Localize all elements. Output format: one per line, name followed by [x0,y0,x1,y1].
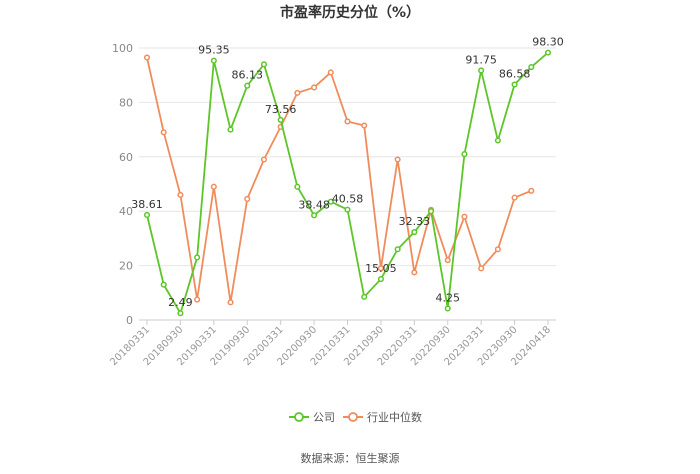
data-point [411,269,418,276]
data-point [194,296,201,303]
data-label: 38.48 [298,198,330,211]
data-point [394,156,401,163]
y-axis-ticks: 0 20 40 60 80 100 [112,42,133,327]
y-tick-label: 40 [119,205,133,218]
data-point [143,54,151,61]
data-label: 86.13 [232,69,264,82]
data-point [177,310,184,317]
data-label: 15.05 [365,262,397,275]
data-point [344,206,351,213]
data-point [143,211,151,219]
data-point [244,82,251,89]
x-axis: 2018033120180930201903312019093020200331… [108,320,553,368]
data-point [444,305,451,312]
legend-item-1[interactable]: 行业中位数 [343,410,422,424]
data-point [511,194,518,201]
data-point [528,63,535,71]
data-point [160,129,167,136]
data-label: 40.58 [332,193,364,206]
data-label: 38.61 [131,198,163,211]
grid-lines [139,47,556,321]
y-tick-label: 60 [119,151,133,164]
data-point [311,84,318,91]
data-point [227,299,234,306]
data-point [377,265,384,272]
data-point [294,89,301,96]
y-tick-label: 80 [119,96,133,109]
series-line-0 [146,51,549,315]
data-point [210,57,217,64]
data-point [361,293,368,300]
legend-marker [348,412,358,422]
data-label: 2.49 [168,296,193,309]
data-point [327,69,334,76]
data-point [511,81,518,88]
data-point [461,213,468,220]
data-point [260,156,268,163]
data-point [427,208,435,215]
legend-marker [294,412,304,422]
data-point [494,137,501,144]
legend-item-0[interactable]: 公司 [289,411,335,424]
data-label: 98.30 [532,36,564,49]
data-label: 91.75 [465,53,497,66]
y-tick-label: 0 [126,314,133,327]
data-point [311,212,318,219]
legend-label: 公司 [313,411,335,424]
source-note: 数据来源：恒生聚源 [301,451,400,465]
data-point [478,67,485,74]
y-tick-label: 100 [112,42,133,55]
data-point [277,116,284,123]
legend[interactable]: 公司 行业中位数 [289,410,422,424]
data-point [210,183,217,190]
data-label: 95.35 [198,44,230,57]
data-label: 86.58 [499,68,531,81]
data-point [177,191,184,198]
data-label: 32.33 [399,215,431,228]
data-point [294,183,301,190]
data-point [344,118,351,125]
data-point [260,61,268,68]
data-point [244,195,251,203]
data-point [194,254,201,261]
series-layer [143,49,552,317]
data-point [377,276,384,283]
data-point [394,246,401,253]
data-point [478,265,485,272]
data-label: 73.56 [265,103,297,116]
data-point [327,198,334,205]
data-point [444,257,451,264]
data-label: 4.25 [436,291,461,304]
data-point [544,49,552,56]
data-point [494,246,501,253]
chart-title: 市盈率历史分位（%） [280,4,420,21]
data-point [461,151,468,158]
series-line-1 [146,57,532,304]
data-point [361,122,368,129]
data-point [528,187,535,194]
data-point [411,229,418,236]
data-point [160,281,167,288]
y-tick-label: 20 [119,260,133,273]
data-point [227,126,234,133]
legend-label: 行业中位数 [367,410,422,424]
